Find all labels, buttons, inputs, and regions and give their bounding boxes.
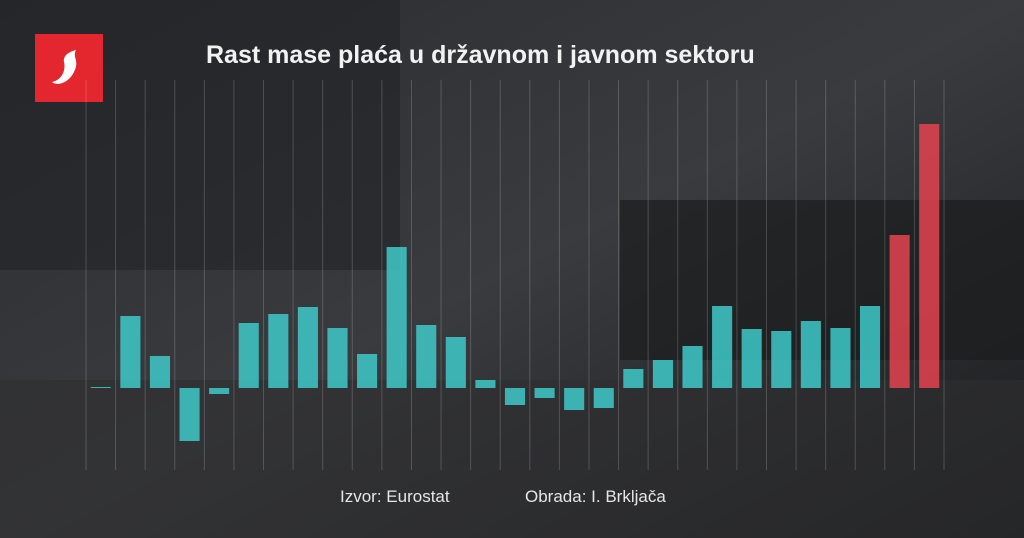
- logo-icon: [52, 50, 77, 84]
- bar: [149, 356, 171, 388]
- bar: [475, 380, 496, 388]
- source: Izvor: Eurostat: [340, 487, 450, 506]
- bar: [209, 388, 230, 394]
- bar: [830, 328, 851, 388]
- chart-title: Rast mase plaća u državnom i javnom sekt…: [206, 41, 755, 69]
- bar: [179, 388, 200, 441]
- bar: [623, 369, 644, 388]
- bar: [504, 388, 526, 405]
- bar: [120, 316, 141, 388]
- bar: [445, 337, 466, 388]
- photo-desk: [620, 200, 1024, 360]
- bar: [800, 321, 821, 388]
- bar: [682, 346, 703, 388]
- bar: [268, 314, 289, 388]
- bar: [90, 387, 111, 388]
- bar: [416, 325, 437, 388]
- bar: [297, 307, 318, 388]
- photo-table: [0, 380, 1024, 538]
- bar: [357, 354, 378, 388]
- bar: [919, 124, 940, 388]
- bar: [859, 306, 881, 388]
- bar: [534, 388, 555, 398]
- bar: [564, 388, 585, 410]
- bar: [238, 323, 259, 388]
- bar: [327, 328, 348, 388]
- bar: [386, 247, 407, 388]
- bar: [593, 388, 614, 408]
- bar: [741, 329, 762, 388]
- bar: [652, 360, 673, 388]
- bar: [712, 306, 733, 388]
- bar: [889, 235, 910, 388]
- credit: Obrada: I. Brkljača: [525, 487, 666, 506]
- bar: [771, 331, 792, 388]
